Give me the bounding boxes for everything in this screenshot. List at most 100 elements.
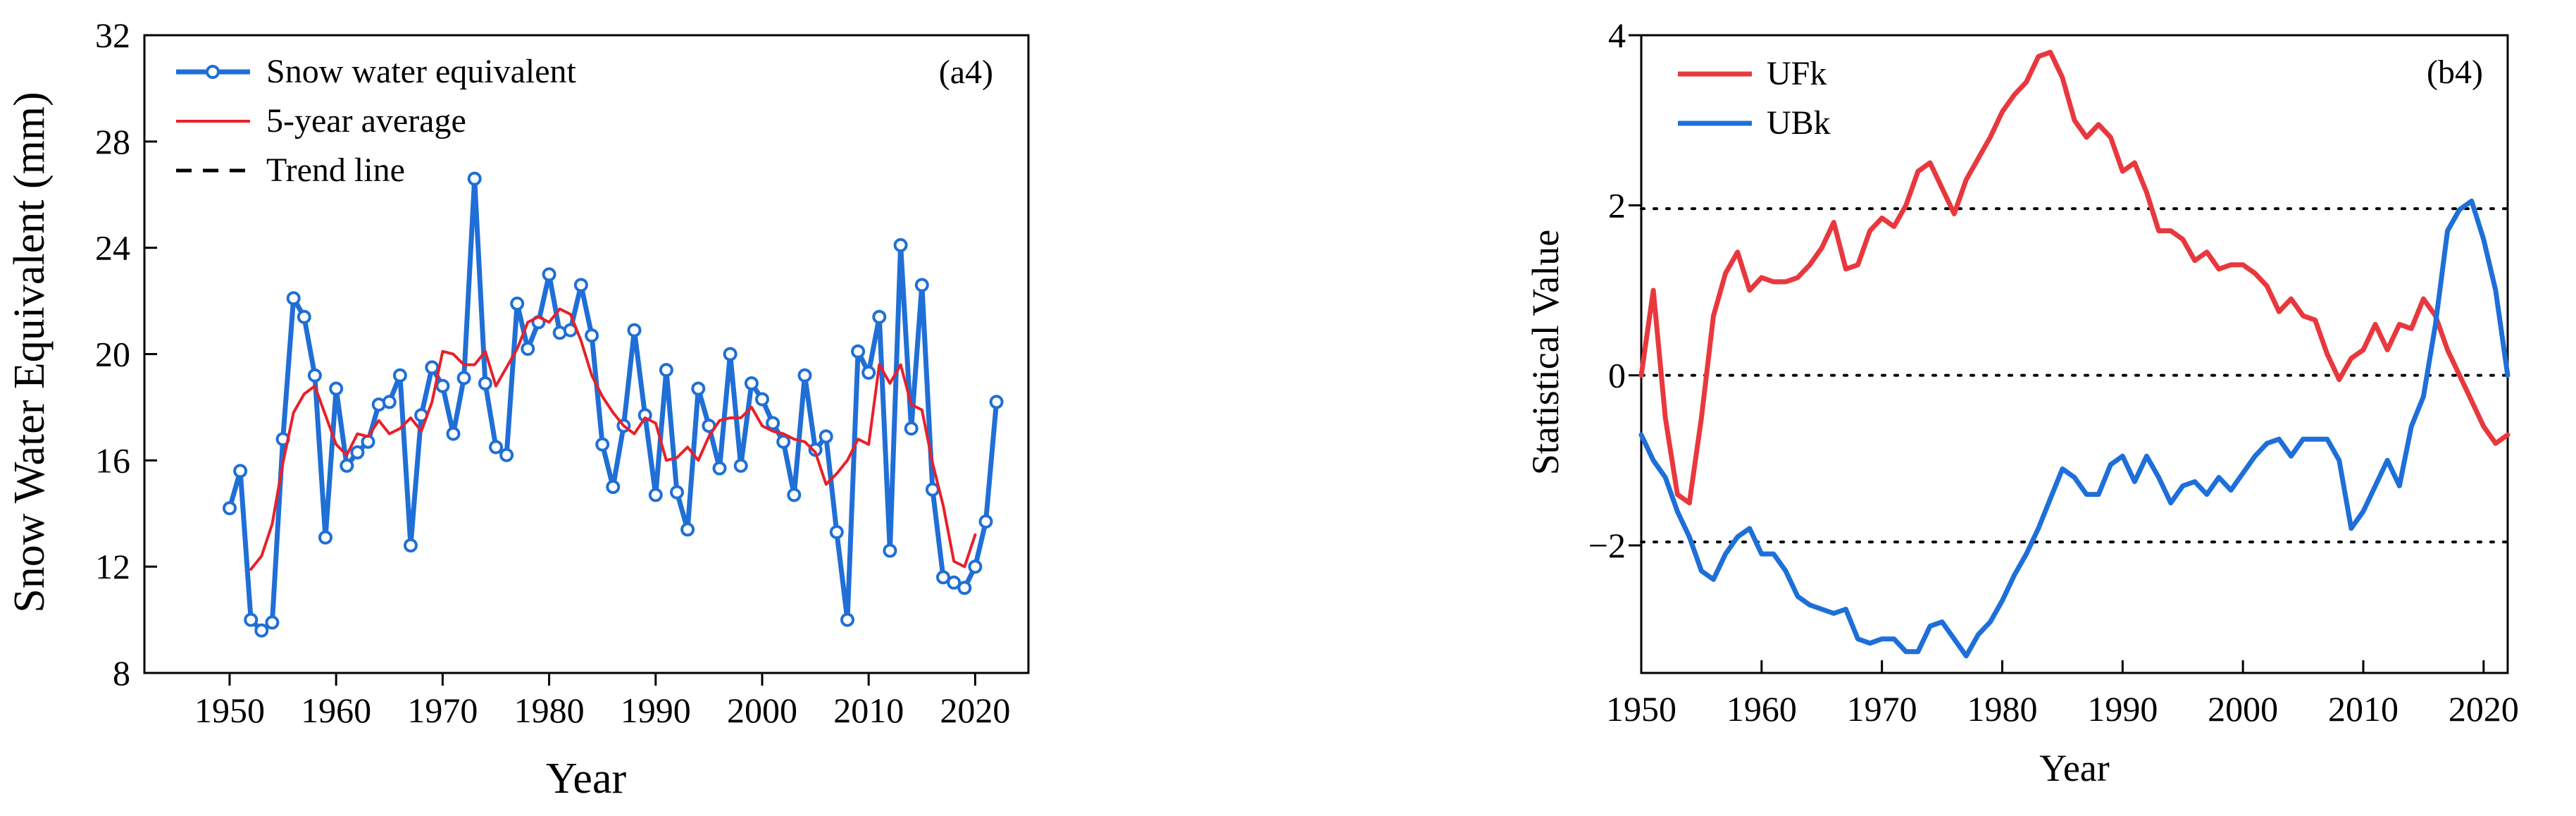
x-tick-label: 1980 [1967,689,2038,729]
x-tick-label: 1950 [194,691,265,730]
data-point [595,437,610,452]
data-point [978,514,993,529]
y-tick-label: 12 [95,547,130,586]
data-point [776,434,791,449]
data-point [223,501,237,516]
x-tick-label: 2000 [727,691,797,730]
data-point [265,615,280,630]
data-point [936,570,950,585]
x-tick-label: 2020 [940,691,1010,730]
data-point [840,612,854,627]
y-tick-label: 24 [95,228,130,268]
panel-a-y-axis-title: Snow Water Equivalent (mm) [6,92,54,612]
data-point [787,488,802,502]
data-point [467,171,482,186]
y-tick-label: 2 [1608,185,1626,225]
legend-5yr-label: 5-year average [266,102,466,140]
data-point [957,581,972,595]
data-point [350,445,365,459]
data-point [861,365,876,380]
x-tick-label: 2020 [2449,689,2519,729]
x-tick-label: 1990 [2087,689,2158,729]
data-point [521,342,535,356]
data-point [648,488,663,502]
data-point [573,278,588,292]
data-point [233,464,248,478]
data-point [797,368,812,383]
data-point [872,309,887,324]
data-point [606,480,621,494]
data-point [456,371,471,385]
data-point [733,458,748,473]
panel-a-series [223,171,1004,638]
y-tick-label: 20 [95,335,130,374]
data-point [585,328,599,343]
data-point [329,381,344,396]
series-line-5-year-average [249,307,977,571]
data-point [819,429,833,444]
data-point [723,347,738,361]
data-point [659,363,673,378]
data-point [542,267,556,282]
y-tick-label: −2 [1588,526,1626,565]
data-point [392,368,407,383]
data-point [510,296,525,311]
data-point [680,522,695,537]
x-tick-label: 1980 [514,691,585,730]
panel-a-x-ticks: 1950 1960 1970 1980 1990 2000 2010 2020 [194,673,1010,730]
y-tick-label: 32 [95,16,130,55]
x-tick-label: 1950 [1606,689,1676,729]
data-point [340,458,354,473]
x-tick-label: 2010 [833,691,904,730]
data-point [766,416,780,431]
panel-b-plot-frame [1640,34,2509,674]
legend-ubk-label: UBk [1767,104,1831,142]
data-point [904,421,919,436]
panel-b: 1950 1960 1970 1980 1990 2000 2010 2020 −2 0 2 4 Y… [1524,16,2519,789]
panel-b-x-axis-title: Year [2039,747,2110,789]
data-point [244,612,259,627]
data-point [307,368,322,383]
data-point [446,426,461,441]
data-point [755,392,769,407]
data-point [627,323,642,338]
data-point [670,485,684,500]
data-point [318,530,332,545]
data-point [425,360,440,375]
legend-trend-label: Trend line [266,152,405,189]
y-tick-label: 0 [1608,356,1626,395]
panel-b-series [1638,49,2510,659]
panel-b-y-ticks: −2 0 2 4 [1588,16,1641,565]
panel-a: 1950 1960 1970 1980 1990 2000 2010 2020 8 12 16 20… [6,16,1030,803]
data-point [829,525,844,540]
series-line-ufk [1638,49,2510,506]
panel-b-reference-lines [1640,207,2509,544]
legend-swe-marker [206,65,220,79]
data-point [883,543,897,558]
series-line-ubk [1638,198,2510,659]
data-point [499,447,514,462]
y-tick-label: 8 [113,653,130,693]
data-point [286,291,301,306]
y-tick-label: 28 [95,122,130,161]
legend-ufk-label: UFk [1767,55,1827,92]
panel-a-x-axis-title: Year [546,755,627,803]
x-tick-label: 1970 [1847,689,1917,729]
panel-a-label: (a4) [939,54,993,91]
panel-a-legend: Snow water equivalent 5-year average Tre… [176,53,577,189]
data-point [989,395,1004,409]
x-tick-label: 1960 [1726,689,1797,729]
panel-b-y-axis-title: Statistical Value [1524,230,1567,475]
data-point [478,376,492,390]
data-point [712,461,727,476]
data-point [925,482,940,497]
data-point [947,575,962,590]
legend-swe-label: Snow water equivalent [266,53,577,90]
x-tick-label: 1990 [621,691,691,730]
data-point [851,344,866,359]
data-point [489,440,503,455]
data-point [691,381,706,396]
series-line-snow-water-equivalent [227,176,1000,633]
